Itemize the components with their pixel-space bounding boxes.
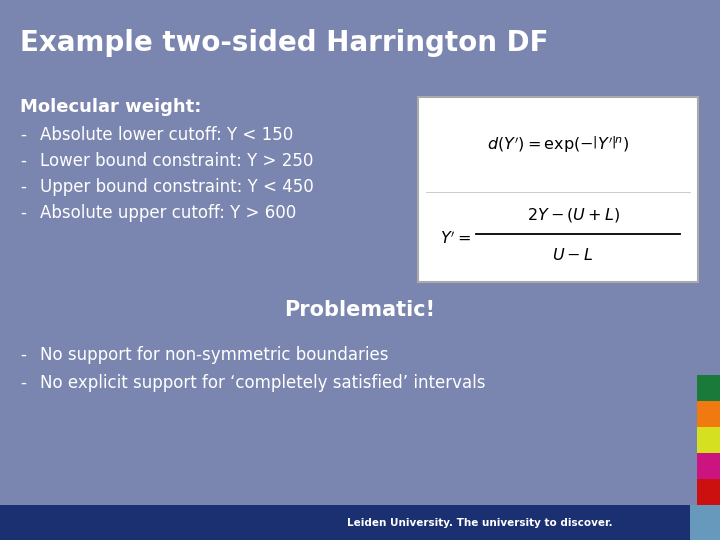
Text: $Y' =$: $Y' =$ — [440, 230, 472, 247]
Text: $U-L$: $U-L$ — [552, 247, 594, 263]
Text: Upper bound constraint: Y < 450: Upper bound constraint: Y < 450 — [40, 178, 314, 196]
Text: No support for non-symmetric boundaries: No support for non-symmetric boundaries — [40, 346, 389, 364]
Text: $2Y-(U+L)$: $2Y-(U+L)$ — [526, 206, 619, 224]
Bar — [697, 401, 720, 427]
Text: Lower bound constraint: Y > 250: Lower bound constraint: Y > 250 — [40, 152, 313, 170]
Text: -: - — [20, 152, 26, 170]
Text: Molecular weight:: Molecular weight: — [20, 98, 202, 116]
Bar — [418, 97, 698, 282]
Text: -: - — [20, 126, 26, 144]
Bar — [690, 505, 720, 540]
Text: Leiden University. The university to discover.: Leiden University. The university to dis… — [347, 517, 613, 528]
Text: -: - — [20, 204, 26, 222]
Text: Absolute lower cutoff: Y < 150: Absolute lower cutoff: Y < 150 — [40, 126, 293, 144]
Text: Problematic!: Problematic! — [284, 300, 436, 320]
Bar — [697, 453, 720, 479]
Text: Example two-sided Harrington DF: Example two-sided Harrington DF — [20, 29, 549, 57]
Text: -: - — [20, 346, 26, 364]
Bar — [0, 505, 690, 540]
Text: -: - — [20, 374, 26, 392]
Text: Absolute upper cutoff: Y > 600: Absolute upper cutoff: Y > 600 — [40, 204, 296, 222]
Bar — [697, 479, 720, 505]
Bar — [697, 427, 720, 453]
Text: No explicit support for ‘completely satisfied’ intervals: No explicit support for ‘completely sati… — [40, 374, 485, 392]
Bar — [697, 375, 720, 401]
Text: -: - — [20, 178, 26, 196]
Text: $d(Y') = \exp(-\left|Y'\right|^{\!n})$: $d(Y') = \exp(-\left|Y'\right|^{\!n})$ — [487, 135, 629, 155]
